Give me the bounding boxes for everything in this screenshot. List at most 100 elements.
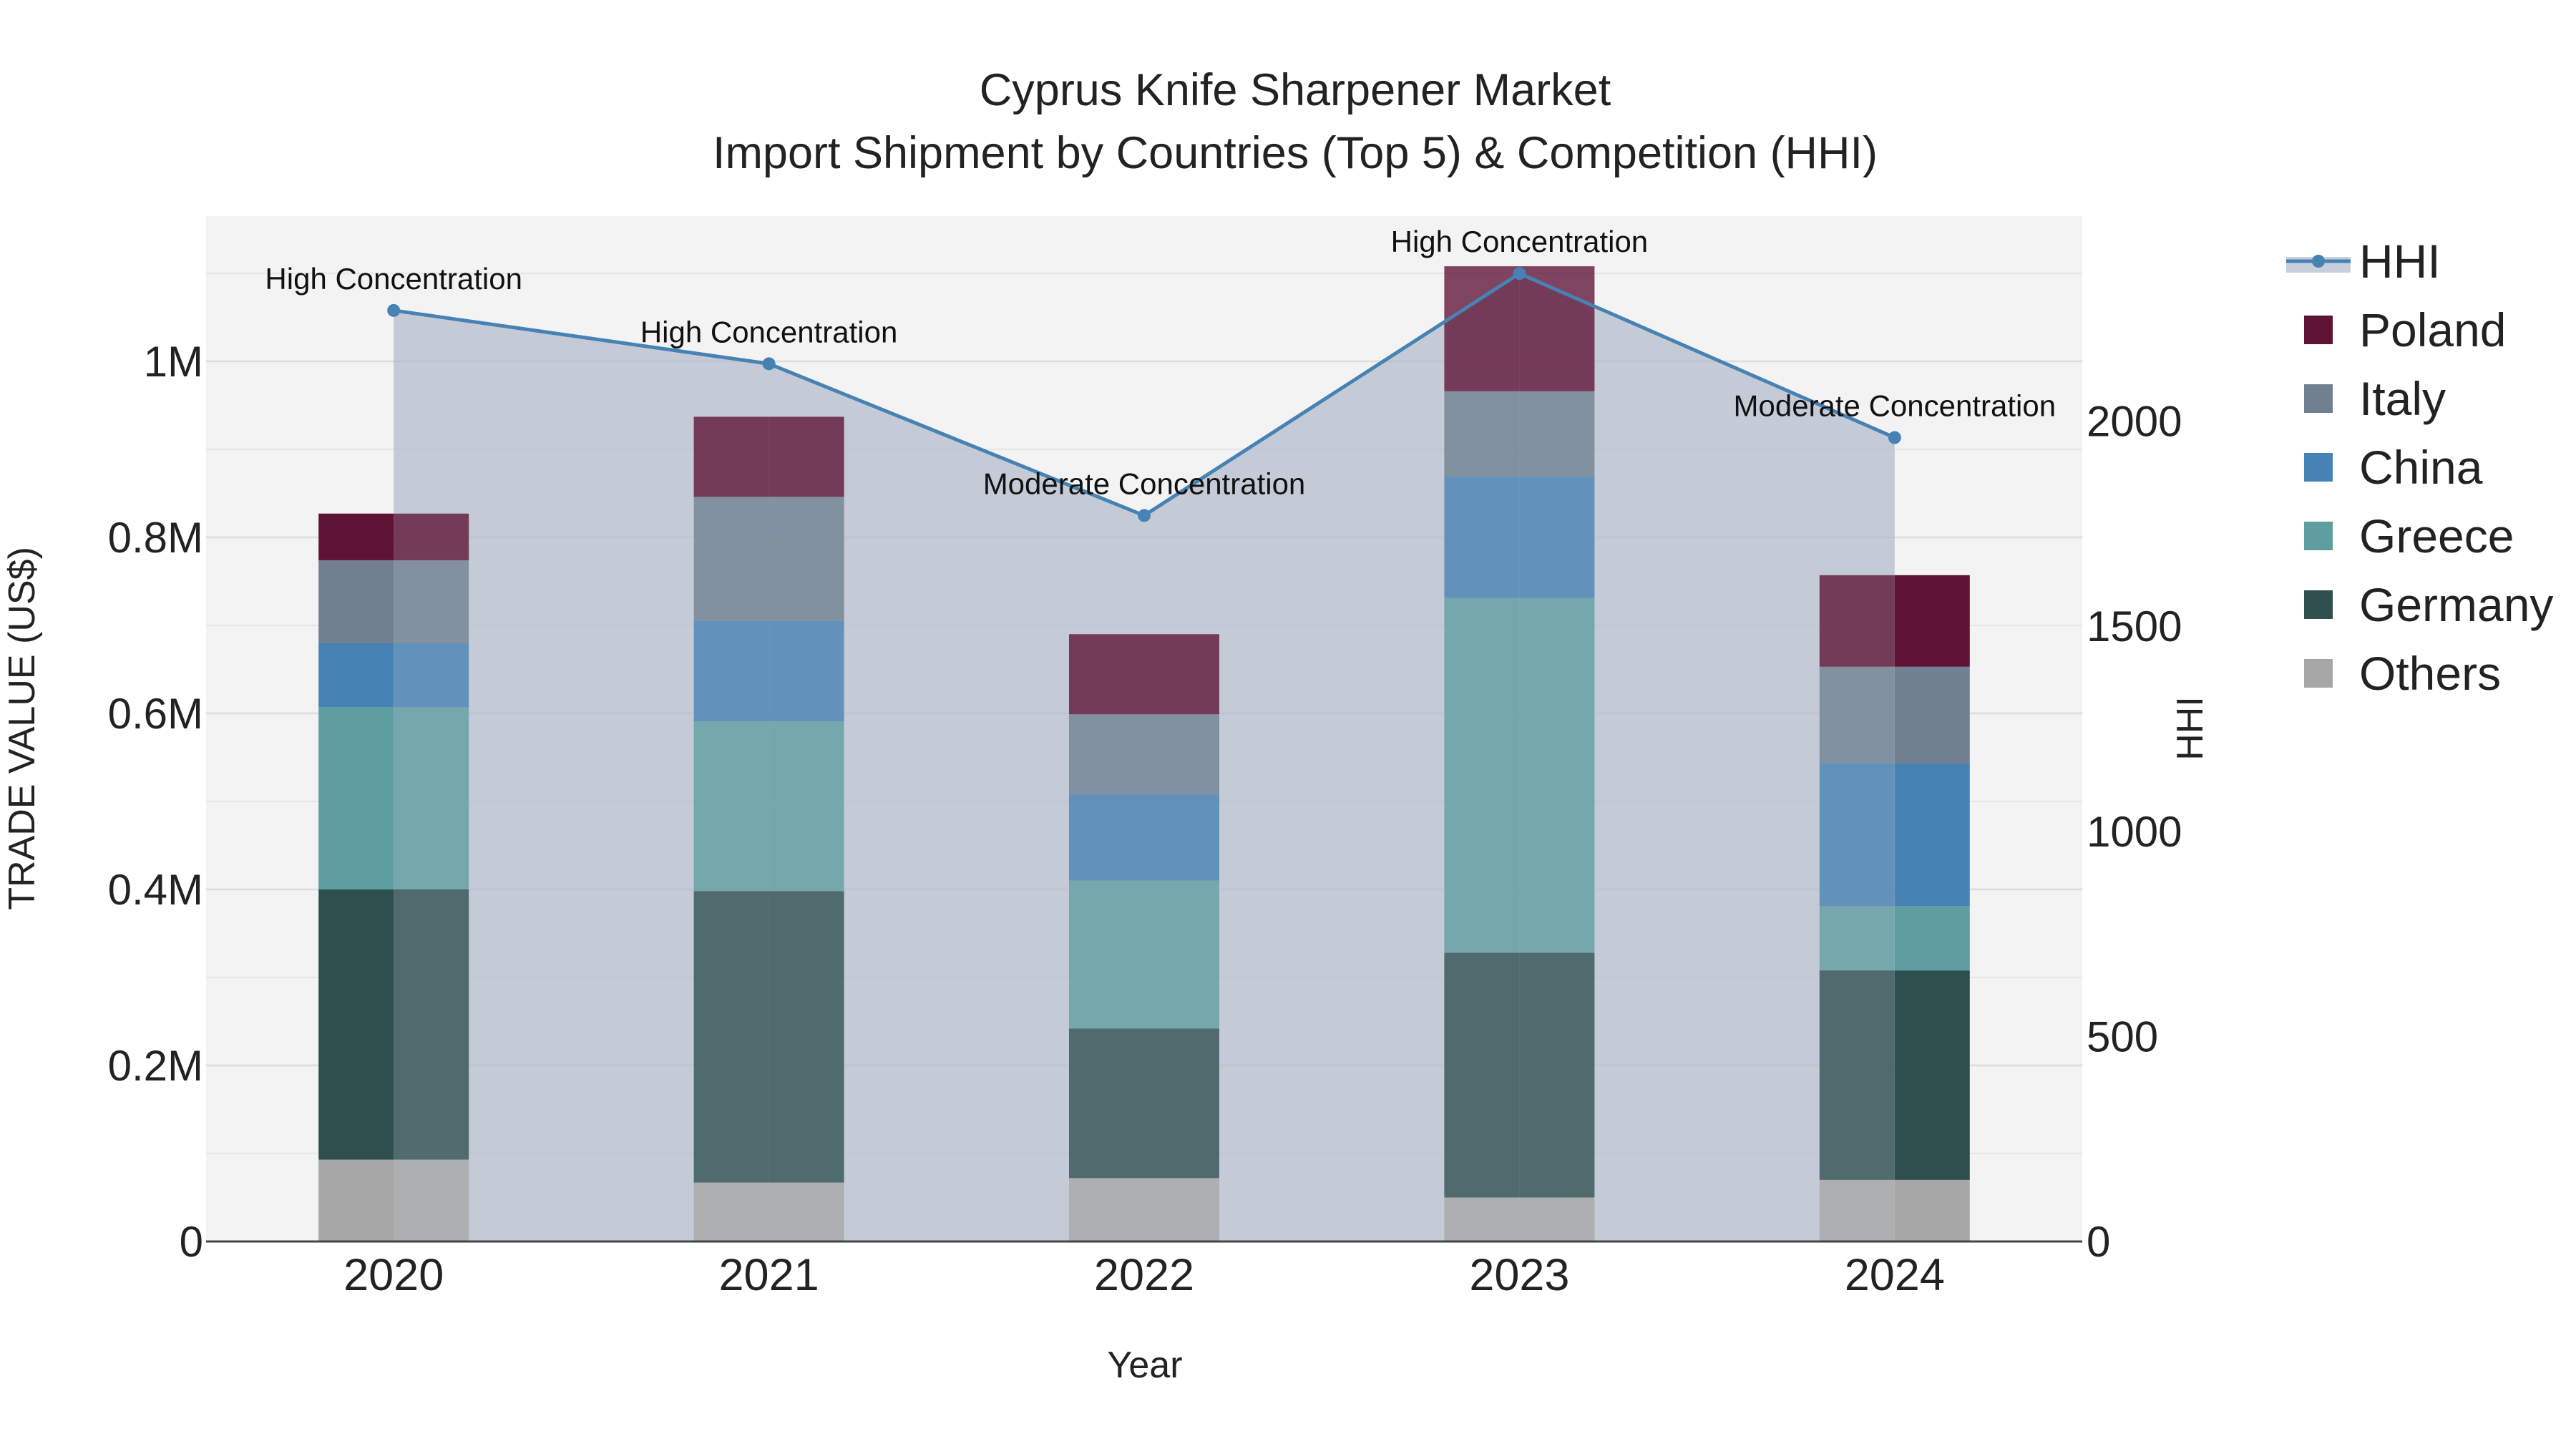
legend-label: Germany bbox=[2359, 578, 2553, 631]
bar-germany-2024-left[interactable] bbox=[1819, 970, 1895, 1180]
bar-germany-2023-right[interactable] bbox=[1519, 952, 1595, 1198]
legend-item-germany[interactable]: Germany bbox=[2304, 578, 2553, 631]
bar-italy-2023-right[interactable] bbox=[1519, 391, 1595, 477]
bar-poland-2021-right[interactable] bbox=[769, 416, 844, 497]
annotations-layer: High Concentration High Concentration Mode… bbox=[265, 225, 2056, 500]
hhi-point-2022[interactable] bbox=[1138, 509, 1151, 522]
legend-swatch-germany bbox=[2304, 590, 2333, 619]
bar-italy-2024-left[interactable] bbox=[1819, 666, 1895, 764]
bar-greece-2021-right[interactable] bbox=[769, 721, 844, 892]
hhi-point-2024[interactable] bbox=[1888, 431, 1901, 444]
bar-poland-2024-left[interactable] bbox=[1819, 575, 1895, 667]
bar-china-2023-right[interactable] bbox=[1519, 477, 1595, 598]
bar-germany-2020-left[interactable] bbox=[318, 889, 394, 1160]
y2-tick-label: 500 bbox=[2087, 1013, 2158, 1060]
bar-greece-2024-right[interactable] bbox=[1894, 906, 1970, 971]
bar-china-2023-left[interactable] bbox=[1444, 477, 1520, 598]
bar-others-2020-right[interactable] bbox=[394, 1159, 469, 1241]
bar-china-2022-left[interactable] bbox=[1069, 794, 1144, 881]
legend-swatch-hhi-marker bbox=[2312, 255, 2325, 268]
legend-item-poland[interactable]: Poland bbox=[2304, 303, 2507, 356]
bar-china-2020-left[interactable] bbox=[318, 643, 394, 708]
bar-poland-2022-right[interactable] bbox=[1144, 634, 1219, 715]
bar-italy-2020-right[interactable] bbox=[394, 560, 469, 643]
bar-italy-2020-left[interactable] bbox=[318, 560, 394, 643]
bar-poland-2020-left[interactable] bbox=[318, 513, 394, 560]
y-tick-label: 0.2M bbox=[108, 1042, 203, 1090]
bar-others-2022-left[interactable] bbox=[1069, 1178, 1144, 1241]
bar-poland-2024-right[interactable] bbox=[1894, 575, 1970, 667]
y-tick-label: 0.6M bbox=[108, 690, 203, 738]
bar-greece-2024-left[interactable] bbox=[1819, 906, 1895, 971]
bar-greece-2023-right[interactable] bbox=[1519, 597, 1595, 953]
bar-poland-2023-right[interactable] bbox=[1519, 266, 1595, 391]
y2-axis-ticks: 0 500 1000 1500 2000 bbox=[2087, 398, 2182, 1266]
y2-tick-label: 1500 bbox=[2087, 602, 2182, 650]
bar-others-2024-left[interactable] bbox=[1819, 1179, 1895, 1241]
bar-italy-2022-right[interactable] bbox=[1144, 714, 1219, 795]
legend-item-italy[interactable]: Italy bbox=[2304, 372, 2446, 425]
y2-axis-title: HHI bbox=[2170, 696, 2211, 761]
bar-china-2020-right[interactable] bbox=[394, 643, 469, 708]
bar-others-2021-right[interactable] bbox=[769, 1182, 844, 1241]
bar-others-2021-left[interactable] bbox=[693, 1182, 769, 1241]
bar-china-2024-right[interactable] bbox=[1894, 763, 1970, 907]
hhi-point-2021[interactable] bbox=[762, 357, 776, 371]
bar-italy-2024-right[interactable] bbox=[1894, 666, 1970, 764]
bar-poland-2022-left[interactable] bbox=[1069, 634, 1144, 715]
legend-swatch-greece bbox=[2304, 522, 2333, 550]
legend-item-hhi[interactable]: HHI bbox=[2286, 235, 2441, 288]
bar-poland-2023-left[interactable] bbox=[1444, 266, 1520, 391]
bar-china-2024-left[interactable] bbox=[1819, 763, 1895, 907]
bar-germany-2021-right[interactable] bbox=[769, 891, 844, 1183]
legend-swatch-china bbox=[2304, 453, 2333, 482]
bar-italy-2021-right[interactable] bbox=[769, 497, 844, 621]
bar-others-2022-right[interactable] bbox=[1144, 1178, 1219, 1241]
legend-label: Greece bbox=[2359, 509, 2514, 562]
x-tick-label: 2024 bbox=[1845, 1250, 1945, 1300]
hhi-annotation-2021: High Concentration bbox=[640, 315, 898, 348]
hhi-point-2020[interactable] bbox=[387, 303, 401, 317]
hhi-annotation-2022: Moderate Concentration bbox=[983, 467, 1306, 500]
bar-germany-2021-left[interactable] bbox=[693, 891, 769, 1183]
bar-china-2021-right[interactable] bbox=[769, 620, 844, 722]
y2-tick-label: 1000 bbox=[2087, 808, 2182, 856]
bar-germany-2024-right[interactable] bbox=[1894, 970, 1970, 1180]
bar-greece-2023-left[interactable] bbox=[1444, 597, 1520, 953]
x-tick-label: 2021 bbox=[719, 1250, 819, 1300]
legend-item-others[interactable]: Others bbox=[2304, 647, 2501, 700]
bar-germany-2020-right[interactable] bbox=[394, 889, 469, 1160]
legend-item-greece[interactable]: Greece bbox=[2304, 509, 2514, 562]
legend-item-china[interactable]: China bbox=[2304, 441, 2483, 494]
y-tick-label: 0.4M bbox=[108, 866, 203, 914]
bar-germany-2022-right[interactable] bbox=[1144, 1028, 1219, 1179]
bar-poland-2020-right[interactable] bbox=[394, 513, 469, 560]
bar-greece-2021-left[interactable] bbox=[693, 721, 769, 892]
bar-greece-2022-left[interactable] bbox=[1069, 880, 1144, 1029]
bar-others-2024-right[interactable] bbox=[1894, 1179, 1970, 1241]
bar-italy-2021-left[interactable] bbox=[693, 497, 769, 621]
x-tick-label: 2020 bbox=[343, 1250, 444, 1300]
legend-swatch-italy bbox=[2304, 384, 2333, 413]
chart-title: Cyprus Knife Sharpener Market bbox=[980, 65, 1611, 115]
bar-italy-2023-left[interactable] bbox=[1444, 391, 1520, 477]
bar-poland-2021-left[interactable] bbox=[693, 416, 769, 497]
bar-others-2023-left[interactable] bbox=[1444, 1197, 1520, 1241]
legend-label: HHI bbox=[2359, 235, 2441, 288]
bar-others-2023-right[interactable] bbox=[1519, 1197, 1595, 1241]
bar-greece-2020-right[interactable] bbox=[394, 707, 469, 889]
bar-others-2020-left[interactable] bbox=[318, 1159, 394, 1241]
y-tick-label: 0.8M bbox=[108, 514, 203, 562]
bar-china-2022-right[interactable] bbox=[1144, 794, 1219, 881]
bar-germany-2023-left[interactable] bbox=[1444, 952, 1520, 1198]
legend-swatch-others bbox=[2304, 659, 2333, 688]
bar-china-2021-left[interactable] bbox=[693, 620, 769, 722]
bar-greece-2020-left[interactable] bbox=[318, 707, 394, 889]
hhi-point-2023[interactable] bbox=[1513, 267, 1526, 280]
hhi-annotation-2024: Moderate Concentration bbox=[1733, 389, 2056, 423]
x-axis-title: Year bbox=[1107, 1345, 1182, 1386]
bar-greece-2022-right[interactable] bbox=[1144, 880, 1219, 1029]
bar-italy-2022-left[interactable] bbox=[1069, 714, 1144, 795]
bar-germany-2022-left[interactable] bbox=[1069, 1028, 1144, 1179]
